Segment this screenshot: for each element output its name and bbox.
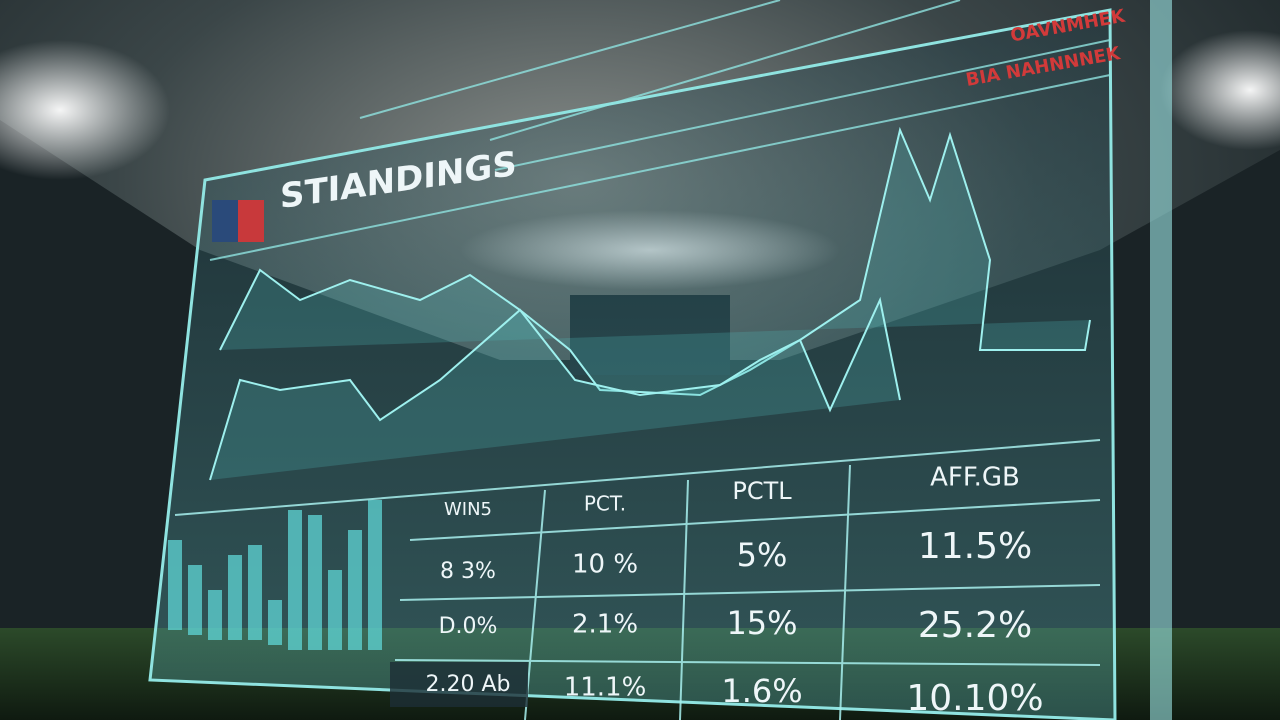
table-cell: 15% — [726, 604, 797, 642]
holo-panel — [148, 8, 1117, 720]
cell-highlight — [390, 662, 528, 707]
table-cell: 8 3% — [440, 559, 496, 584]
column-header: PCT. — [584, 492, 626, 516]
deco-bars — [168, 500, 382, 650]
table-cell: 10 % — [572, 550, 638, 580]
table-cell: 11.1% — [564, 673, 647, 703]
table-cell: D.0% — [439, 614, 498, 639]
table: WIN5 PCT. PCTL AFF.GB 8 3% 10 % 5% 11.5% D.0% 2.1… — [426, 463, 1044, 720]
table-cell: 11.5% — [918, 526, 1032, 567]
light — [0, 40, 170, 180]
deco-chart — [209, 126, 1091, 481]
logo — [212, 200, 238, 242]
table-cell: 1.6% — [721, 672, 802, 710]
table-cell: 10.10% — [906, 678, 1043, 719]
table-grid — [174, 439, 1101, 720]
deco-lines — [209, 0, 1111, 261]
panel-edge — [1150, 0, 1172, 720]
column-header: AFF.GB — [930, 463, 1020, 493]
light — [1160, 30, 1280, 150]
table-cell: 2.1% — [572, 610, 638, 640]
table-cell: 5% — [737, 536, 788, 574]
table-cell: 2.20 Ab — [426, 672, 511, 697]
column-header: WIN5 — [444, 499, 492, 520]
column-header: PCTL — [732, 477, 792, 505]
table-cell: 25.2% — [918, 605, 1032, 646]
